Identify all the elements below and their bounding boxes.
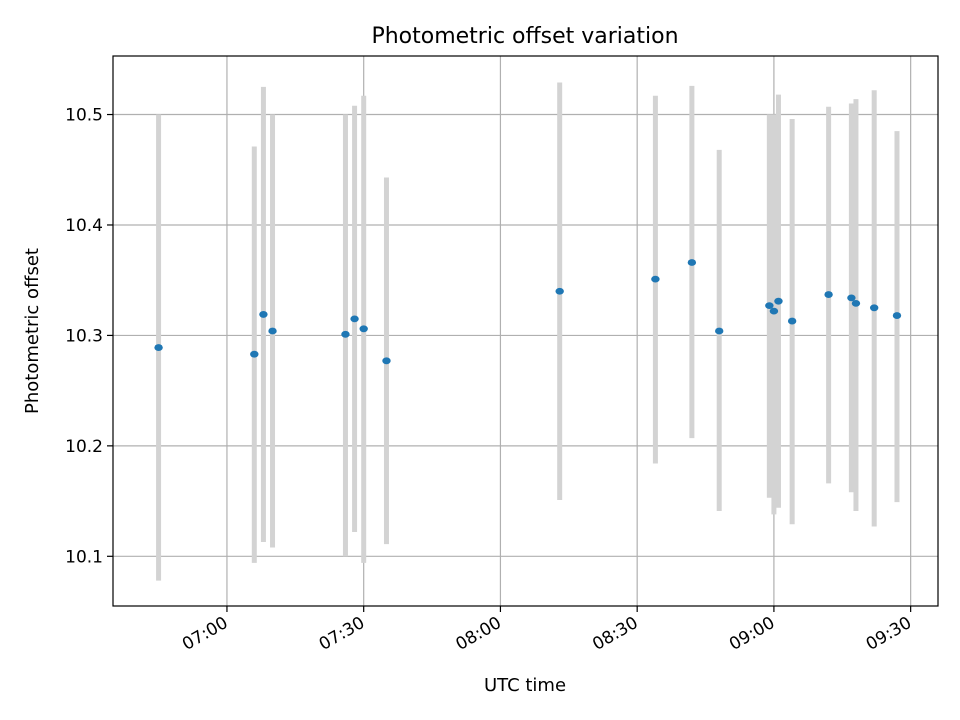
data-point [154, 344, 163, 351]
plot-frame [112, 55, 939, 607]
data-point [268, 327, 277, 335]
data-point [715, 327, 724, 335]
x-tick-label: 08:30 [589, 613, 641, 655]
data-point [769, 307, 779, 315]
data-point [341, 330, 350, 338]
y-tick-label: 10.1 [65, 547, 103, 567]
data-point [869, 304, 879, 312]
data-point [851, 299, 861, 307]
grid [113, 56, 938, 606]
x-tick-label: 07:00 [179, 613, 231, 655]
y-axis-label: Photometric offset [22, 248, 43, 414]
y-tick-label: 10.5 [65, 106, 103, 126]
data-point [350, 315, 359, 323]
chart-title: Photometric offset variation [371, 24, 678, 49]
data-points [154, 259, 902, 365]
data-point [774, 297, 783, 305]
y-tick-label: 10.2 [65, 437, 103, 457]
data-point [687, 259, 697, 266]
data-point [847, 294, 856, 302]
data-point [787, 317, 797, 325]
x-axis-label: UTC time [484, 675, 566, 696]
axis-ticks: 07:00 07:30 08:00 08:30 09:00 09:30 10.1 10.2 10… [65, 106, 915, 655]
data-point [651, 275, 660, 283]
data-point [765, 302, 774, 309]
x-tick-label: 07:30 [316, 613, 368, 655]
data-point [359, 325, 368, 333]
data-point [382, 357, 391, 365]
y-tick-label: 10.4 [65, 216, 103, 236]
data-point [892, 312, 902, 319]
data-point [259, 311, 268, 318]
x-tick-label: 09:30 [863, 613, 915, 655]
data-point [824, 291, 833, 298]
x-tick-label: 08:00 [452, 613, 504, 655]
x-tick-label: 09:00 [726, 613, 778, 655]
data-point [555, 287, 564, 295]
data-point [250, 350, 259, 358]
y-tick-label: 10.3 [65, 326, 103, 346]
